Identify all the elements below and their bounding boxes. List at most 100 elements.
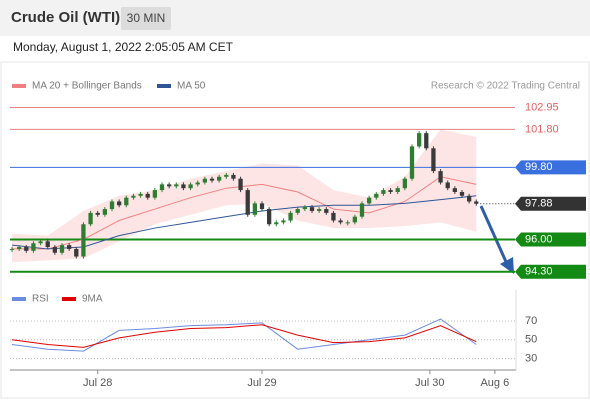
interval-badge[interactable]: [121, 7, 171, 30]
candle: [9, 248, 15, 250]
interval-label: 30 MIN: [127, 11, 166, 25]
rsi-tick-label: 30: [525, 353, 537, 365]
candle: [417, 133, 422, 147]
candle: [145, 193, 150, 198]
candle: [281, 220, 286, 223]
candle: [152, 190, 157, 198]
chart-frame: [0, 61, 590, 399]
candle: [338, 220, 343, 223]
x-tick-label: Jul 30: [415, 377, 444, 389]
level-tag: [515, 232, 586, 247]
candle: [452, 188, 457, 192]
candle: [274, 222, 279, 225]
candle: [402, 178, 407, 189]
ma-line: [11, 195, 477, 250]
candle: [381, 190, 386, 194]
level-label: 97.88: [525, 198, 553, 210]
legend-swatch: [12, 297, 26, 301]
legend-label: MA 20 + Bollinger Bands: [32, 81, 142, 92]
level-label: 96.00: [525, 233, 553, 245]
header-band: [0, 0, 590, 36]
candle: [395, 188, 400, 192]
candle: [138, 193, 143, 196]
candle: [217, 176, 222, 181]
legend-swatch: [12, 84, 26, 88]
candle: [24, 247, 29, 251]
candle: [431, 148, 436, 172]
level-tag: [515, 160, 586, 175]
candle: [52, 247, 57, 253]
candle: [95, 212, 100, 215]
candle: [109, 201, 115, 210]
candle: [67, 245, 72, 249]
candle: [345, 222, 350, 224]
candle: [81, 224, 86, 257]
rsi-tick-label: 70: [525, 315, 537, 327]
candle: [45, 241, 50, 248]
candle: [295, 209, 300, 213]
candle: [159, 184, 165, 191]
rsi-line: [11, 324, 477, 348]
candle: [102, 209, 107, 215]
candle: [231, 174, 236, 179]
candle: [31, 243, 36, 251]
candle: [59, 245, 65, 253]
candle: [331, 212, 336, 221]
candle: [438, 171, 443, 183]
legend-label: RSI: [32, 294, 49, 305]
candle: [259, 203, 265, 210]
legend-swatch: [62, 297, 76, 301]
candle: [324, 209, 329, 213]
level-tag: [515, 196, 586, 211]
candle: [409, 146, 415, 179]
rsi-line: [11, 318, 477, 352]
candle: [445, 182, 450, 189]
x-tick-label: Jul 28: [83, 377, 112, 389]
candle: [74, 248, 79, 257]
level-tag: [515, 264, 586, 279]
candle: [38, 241, 43, 244]
candle: [459, 191, 465, 196]
candle: [245, 190, 250, 215]
legend-swatch: [157, 84, 171, 88]
candle: [267, 209, 272, 225]
forecast-arrow: [479, 205, 509, 265]
level-label: 101.80: [525, 123, 559, 135]
candle: [195, 182, 200, 185]
candle: [224, 174, 229, 177]
candle: [167, 184, 172, 187]
candle: [352, 216, 357, 223]
candle: [88, 212, 93, 225]
candle: [302, 207, 307, 210]
candle: [117, 201, 122, 206]
candle: [388, 190, 393, 192]
bollinger-band: [12, 129, 477, 263]
candle: [181, 184, 186, 189]
candle: [252, 203, 257, 215]
candle: [17, 247, 22, 249]
candle: [317, 209, 322, 211]
candle: [238, 178, 243, 191]
candle: [209, 178, 215, 181]
level-label: 102.95: [525, 101, 559, 113]
candle: [474, 201, 479, 204]
candle: [131, 195, 136, 198]
candle: [374, 193, 379, 198]
candle: [188, 184, 193, 189]
level-label: 99.80: [525, 161, 553, 173]
candle: [367, 197, 372, 204]
candle: [174, 184, 179, 187]
source: Research © 2022 Trading Central: [431, 81, 580, 92]
candle: [288, 212, 293, 221]
candle: [424, 133, 429, 149]
forecast-arrow-head: [500, 257, 514, 274]
x-tick-label: Jul 29: [247, 377, 276, 389]
chart-title: Crude Oil (WTI): [11, 9, 120, 26]
x-tick-label: Aug 6: [480, 377, 509, 389]
rsi-tick-label: 50: [525, 334, 537, 346]
candle: [202, 178, 207, 183]
legend-label: MA 50: [177, 81, 206, 92]
candle: [124, 197, 129, 206]
